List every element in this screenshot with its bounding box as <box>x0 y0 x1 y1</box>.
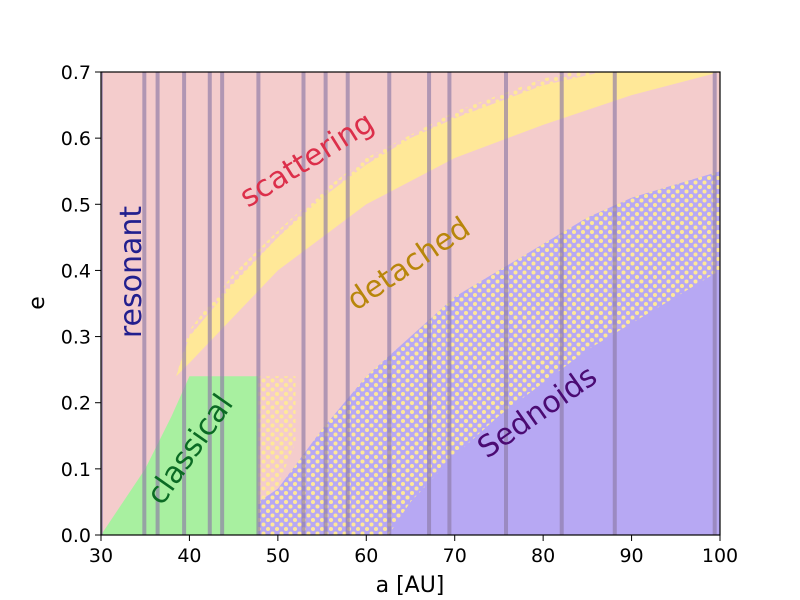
y-tick-label: 0.2 <box>61 393 91 415</box>
x-axis: 30 40 50 60 70 80 90 100 <box>89 535 738 567</box>
x-tick-label: 30 <box>89 545 113 567</box>
classical-region <box>101 376 259 535</box>
y-tick-label: 0.6 <box>61 128 91 150</box>
x-tick-label: 60 <box>354 545 378 567</box>
y-tick-label: 0.7 <box>61 62 91 84</box>
y-tick-label: 0.1 <box>61 459 91 481</box>
y-axis: 0.0 0.1 0.2 0.3 0.4 0.5 0.6 0.7 <box>61 62 101 547</box>
classical-dotted-edge <box>258 376 296 535</box>
detached-dotted-edge <box>176 72 670 377</box>
y-axis-title: e <box>25 296 50 310</box>
resonance-lines <box>101 72 717 535</box>
y-tick-label: 0.3 <box>61 327 91 349</box>
x-tick-label: 70 <box>443 545 467 567</box>
x-tick-label: 90 <box>619 545 643 567</box>
x-tick-label: 80 <box>531 545 555 567</box>
y-tick-label: 0.0 <box>61 525 91 547</box>
x-tick-label: 50 <box>266 545 290 567</box>
y-tick-label: 0.5 <box>61 194 91 216</box>
plot-frame <box>100 71 721 536</box>
x-tick-label: 40 <box>177 545 201 567</box>
plot-area <box>101 72 720 535</box>
x-tick-label: 100 <box>702 545 738 567</box>
sednoid-dotted-band <box>258 171 720 535</box>
y-tick-label: 0.4 <box>61 260 91 282</box>
x-axis-title: a [AU] <box>376 573 445 598</box>
resonant-label: resonant <box>114 206 149 339</box>
